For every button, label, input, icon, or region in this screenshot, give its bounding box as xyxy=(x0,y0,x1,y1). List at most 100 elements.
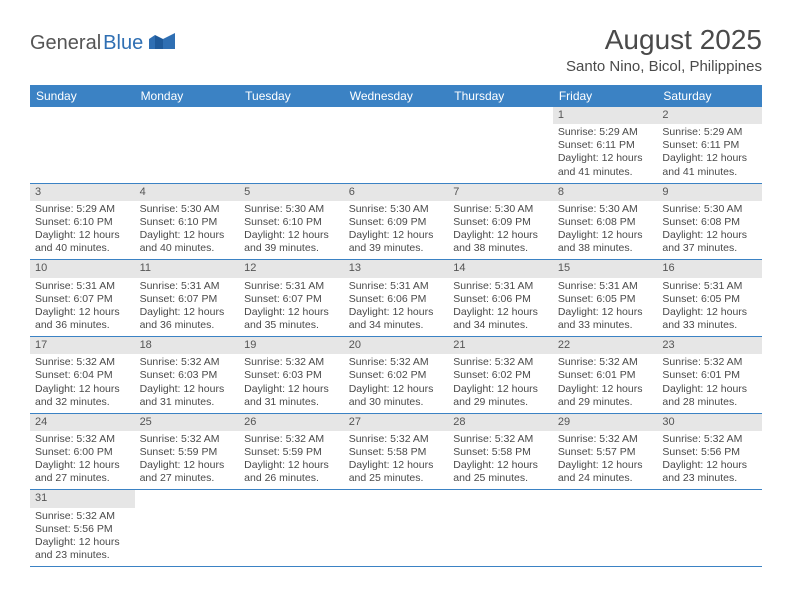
day-details: Sunrise: 5:32 AMSunset: 5:56 PMDaylight:… xyxy=(30,508,135,567)
day-details: Sunrise: 5:32 AMSunset: 6:02 PMDaylight:… xyxy=(344,354,449,413)
day-details: Sunrise: 5:32 AMSunset: 6:03 PMDaylight:… xyxy=(239,354,344,413)
day-cell xyxy=(135,107,240,183)
day-details: Sunrise: 5:31 AMSunset: 6:05 PMDaylight:… xyxy=(553,278,658,337)
sunrise-text: Sunrise: 5:32 AM xyxy=(453,356,548,369)
day-cell: 12Sunrise: 5:31 AMSunset: 6:07 PMDayligh… xyxy=(239,260,344,336)
week-row: 17Sunrise: 5:32 AMSunset: 6:04 PMDayligh… xyxy=(30,337,762,414)
day-number: 24 xyxy=(30,414,135,431)
day-details: Sunrise: 5:32 AMSunset: 6:02 PMDaylight:… xyxy=(448,354,553,413)
day-number: 29 xyxy=(553,414,658,431)
day-number: 25 xyxy=(135,414,240,431)
sunset-text: Sunset: 6:06 PM xyxy=(349,293,444,306)
sunset-text: Sunset: 6:02 PM xyxy=(349,369,444,382)
weekday-header: Saturday xyxy=(657,85,762,107)
day-details: Sunrise: 5:30 AMSunset: 6:09 PMDaylight:… xyxy=(448,201,553,260)
day-number xyxy=(553,490,658,494)
sunrise-text: Sunrise: 5:32 AM xyxy=(35,433,130,446)
daylight-text: Daylight: 12 hours and 29 minutes. xyxy=(558,383,653,409)
day-number: 14 xyxy=(448,260,553,277)
sunrise-text: Sunrise: 5:30 AM xyxy=(662,203,757,216)
daylight-text: Daylight: 12 hours and 38 minutes. xyxy=(453,229,548,255)
day-cell: 29Sunrise: 5:32 AMSunset: 5:57 PMDayligh… xyxy=(553,414,658,490)
sunrise-text: Sunrise: 5:30 AM xyxy=(453,203,548,216)
day-cell xyxy=(344,490,449,566)
day-cell xyxy=(344,107,449,183)
day-details: Sunrise: 5:30 AMSunset: 6:08 PMDaylight:… xyxy=(657,201,762,260)
day-details: Sunrise: 5:32 AMSunset: 5:57 PMDaylight:… xyxy=(553,431,658,490)
sunset-text: Sunset: 6:02 PM xyxy=(453,369,548,382)
daylight-text: Daylight: 12 hours and 33 minutes. xyxy=(662,306,757,332)
day-number: 28 xyxy=(448,414,553,431)
sunrise-text: Sunrise: 5:30 AM xyxy=(140,203,235,216)
sunrise-text: Sunrise: 5:31 AM xyxy=(35,280,130,293)
sunrise-text: Sunrise: 5:32 AM xyxy=(35,510,130,523)
sunset-text: Sunset: 6:09 PM xyxy=(453,216,548,229)
day-details: Sunrise: 5:30 AMSunset: 6:09 PMDaylight:… xyxy=(344,201,449,260)
sunset-text: Sunset: 6:08 PM xyxy=(558,216,653,229)
day-number xyxy=(448,107,553,111)
day-number: 4 xyxy=(135,184,240,201)
daylight-text: Daylight: 12 hours and 37 minutes. xyxy=(662,229,757,255)
sunrise-text: Sunrise: 5:29 AM xyxy=(35,203,130,216)
day-number: 30 xyxy=(657,414,762,431)
day-cell: 4Sunrise: 5:30 AMSunset: 6:10 PMDaylight… xyxy=(135,184,240,260)
day-number: 16 xyxy=(657,260,762,277)
week-row: 10Sunrise: 5:31 AMSunset: 6:07 PMDayligh… xyxy=(30,260,762,337)
day-cell xyxy=(553,490,658,566)
sunset-text: Sunset: 6:01 PM xyxy=(662,369,757,382)
sunrise-text: Sunrise: 5:31 AM xyxy=(662,280,757,293)
daylight-text: Daylight: 12 hours and 35 minutes. xyxy=(244,306,339,332)
day-cell: 16 Sunrise: 5:31 AMSunset: 6:05 PMDayligh… xyxy=(657,260,762,336)
day-number xyxy=(344,490,449,494)
daylight-text: Daylight: 12 hours and 23 minutes. xyxy=(662,459,757,485)
day-number: 11 xyxy=(135,260,240,277)
daylight-text: Daylight: 12 hours and 32 minutes. xyxy=(35,383,130,409)
day-details: Sunrise: 5:31 AMSunset: 6:07 PMDaylight:… xyxy=(30,278,135,337)
daylight-text: Daylight: 12 hours and 39 minutes. xyxy=(244,229,339,255)
sunset-text: Sunset: 6:05 PM xyxy=(662,293,757,306)
daylight-text: Daylight: 12 hours and 40 minutes. xyxy=(140,229,235,255)
location: Santo Nino, Bicol, Philippines xyxy=(566,58,762,75)
sunrise-text: Sunrise: 5:32 AM xyxy=(140,356,235,369)
day-number xyxy=(448,490,553,494)
day-cell: 22Sunrise: 5:32 AMSunset: 6:01 PMDayligh… xyxy=(553,337,658,413)
day-cell: 23Sunrise: 5:32 AMSunset: 6:01 PMDayligh… xyxy=(657,337,762,413)
day-details: Sunrise: 5:32 AMSunset: 6:00 PMDaylight:… xyxy=(30,431,135,490)
day-number: 22 xyxy=(553,337,658,354)
day-details: Sunrise: 5:30 AMSunset: 6:10 PMDaylight:… xyxy=(135,201,240,260)
day-cell: 3Sunrise: 5:29 AMSunset: 6:10 PMDaylight… xyxy=(30,184,135,260)
sunset-text: Sunset: 6:11 PM xyxy=(662,139,757,152)
sunrise-text: Sunrise: 5:31 AM xyxy=(453,280,548,293)
sunset-text: Sunset: 6:10 PM xyxy=(244,216,339,229)
weekday-header-row: Sunday Monday Tuesday Wednesday Thursday… xyxy=(30,85,762,107)
day-number xyxy=(135,107,240,111)
daylight-text: Daylight: 12 hours and 27 minutes. xyxy=(35,459,130,485)
day-number: 6 xyxy=(344,184,449,201)
day-cell: 2Sunrise: 5:29 AMSunset: 6:11 PMDaylight… xyxy=(657,107,762,183)
day-number xyxy=(30,107,135,111)
daylight-text: Daylight: 12 hours and 30 minutes. xyxy=(349,383,444,409)
day-cell: 31Sunrise: 5:32 AMSunset: 5:56 PMDayligh… xyxy=(30,490,135,566)
day-cell: 25Sunrise: 5:32 AMSunset: 5:59 PMDayligh… xyxy=(135,414,240,490)
daylight-text: Daylight: 12 hours and 33 minutes. xyxy=(558,306,653,332)
day-details: Sunrise: 5:31 AMSunset: 6:06 PMDaylight:… xyxy=(344,278,449,337)
day-details: Sunrise: 5:29 AMSunset: 6:11 PMDaylight:… xyxy=(657,124,762,183)
daylight-text: Daylight: 12 hours and 41 minutes. xyxy=(558,152,653,178)
week-row: 31Sunrise: 5:32 AMSunset: 5:56 PMDayligh… xyxy=(30,490,762,567)
day-cell: 24Sunrise: 5:32 AMSunset: 6:00 PMDayligh… xyxy=(30,414,135,490)
day-cell: 8Sunrise: 5:30 AMSunset: 6:08 PMDaylight… xyxy=(553,184,658,260)
day-details: Sunrise: 5:32 AMSunset: 5:58 PMDaylight:… xyxy=(344,431,449,490)
daylight-text: Daylight: 12 hours and 23 minutes. xyxy=(35,536,130,562)
day-number: 7 xyxy=(448,184,553,201)
sunrise-text: Sunrise: 5:31 AM xyxy=(244,280,339,293)
day-cell xyxy=(448,490,553,566)
day-cell: 21Sunrise: 5:32 AMSunset: 6:02 PMDayligh… xyxy=(448,337,553,413)
week-row: 24Sunrise: 5:32 AMSunset: 6:00 PMDayligh… xyxy=(30,414,762,491)
daylight-text: Daylight: 12 hours and 31 minutes. xyxy=(244,383,339,409)
day-number: 15 xyxy=(553,260,658,277)
weekday-header: Wednesday xyxy=(344,85,449,107)
day-cell: 7Sunrise: 5:30 AMSunset: 6:09 PMDaylight… xyxy=(448,184,553,260)
sunrise-text: Sunrise: 5:29 AM xyxy=(558,126,653,139)
sunset-text: Sunset: 6:03 PM xyxy=(140,369,235,382)
weekday-header: Thursday xyxy=(448,85,553,107)
